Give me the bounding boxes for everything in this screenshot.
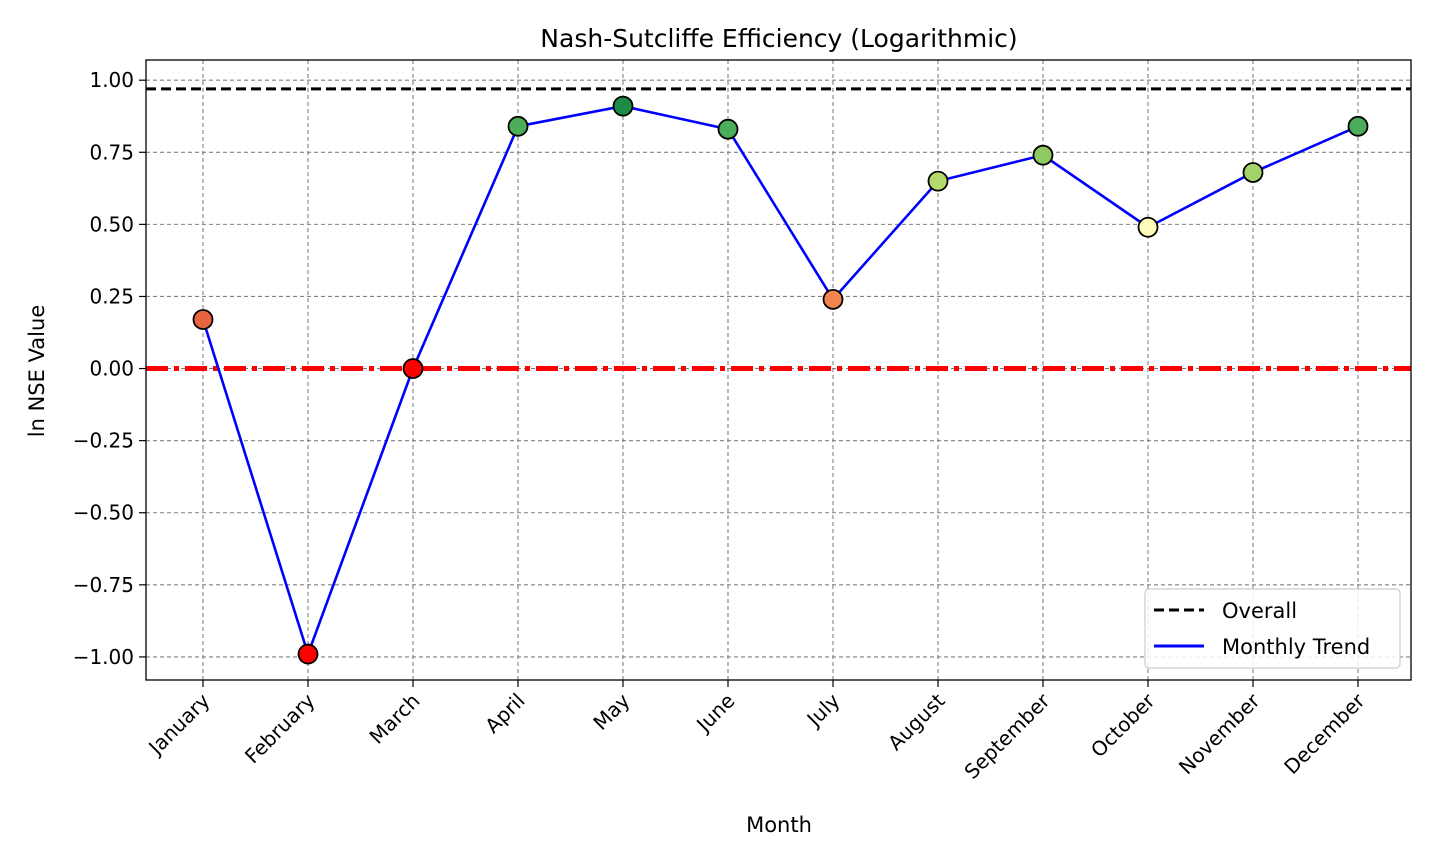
x-tick-label: October bbox=[1086, 688, 1160, 762]
y-tick-label: 0.00 bbox=[89, 357, 134, 381]
data-point-june bbox=[717, 118, 739, 140]
data-point-september bbox=[1032, 144, 1054, 166]
legend-box bbox=[1144, 588, 1401, 669]
data-point-november bbox=[1242, 162, 1264, 183]
y-tick-label: −0.25 bbox=[73, 429, 134, 453]
data-point-july bbox=[822, 288, 844, 310]
data-point-march bbox=[402, 358, 424, 379]
axes: January February March April May June July Augu… bbox=[73, 59, 1412, 784]
legend-overall-label: Overall bbox=[1222, 599, 1297, 623]
data-point-february bbox=[297, 643, 319, 665]
x-tick-label: January bbox=[143, 688, 215, 760]
series-layer bbox=[192, 95, 1369, 665]
legend: Overall Monthly Trend bbox=[1144, 588, 1401, 669]
y-tick-label: −1.00 bbox=[73, 645, 134, 669]
data-point-october bbox=[1137, 216, 1159, 238]
x-tick-label: May bbox=[588, 688, 634, 734]
y-tick-label: −0.50 bbox=[73, 501, 134, 525]
data-point-april bbox=[507, 115, 529, 137]
legend-monthly-trend-label: Monthly Trend bbox=[1222, 635, 1370, 659]
monthly-trend-line bbox=[201, 104, 1359, 659]
plot-frame bbox=[145, 59, 1412, 681]
chart-title: Nash-Sutcliffe Efficiency (Logarithmic) bbox=[540, 24, 1017, 53]
y-tick-label: −0.75 bbox=[73, 573, 134, 597]
y-tick-label: 0.75 bbox=[89, 140, 134, 164]
y-tick-label: 0.25 bbox=[89, 284, 134, 308]
x-tick-label: December bbox=[1279, 688, 1370, 779]
x-tick-label: July bbox=[801, 688, 845, 732]
x-tick-label: March bbox=[364, 689, 424, 749]
data-point-may bbox=[612, 95, 634, 117]
data-point-january bbox=[192, 309, 214, 330]
data-point-august bbox=[927, 170, 949, 192]
x-tick-label: August bbox=[883, 688, 950, 755]
x-axis-title: Month bbox=[746, 813, 812, 837]
x-tick-label: June bbox=[690, 689, 739, 738]
reference-lines bbox=[146, 87, 1411, 372]
y-tick-label: 0.50 bbox=[89, 212, 134, 236]
x-tick-label: February bbox=[240, 688, 320, 768]
data-point-december bbox=[1347, 115, 1369, 137]
y-axis-title: ln NSE Value bbox=[25, 305, 49, 437]
x-tick-label: September bbox=[959, 688, 1055, 784]
x-tick-label: April bbox=[480, 689, 529, 738]
y-tick-label: 1.00 bbox=[89, 68, 134, 92]
x-tick-label: November bbox=[1174, 688, 1265, 779]
